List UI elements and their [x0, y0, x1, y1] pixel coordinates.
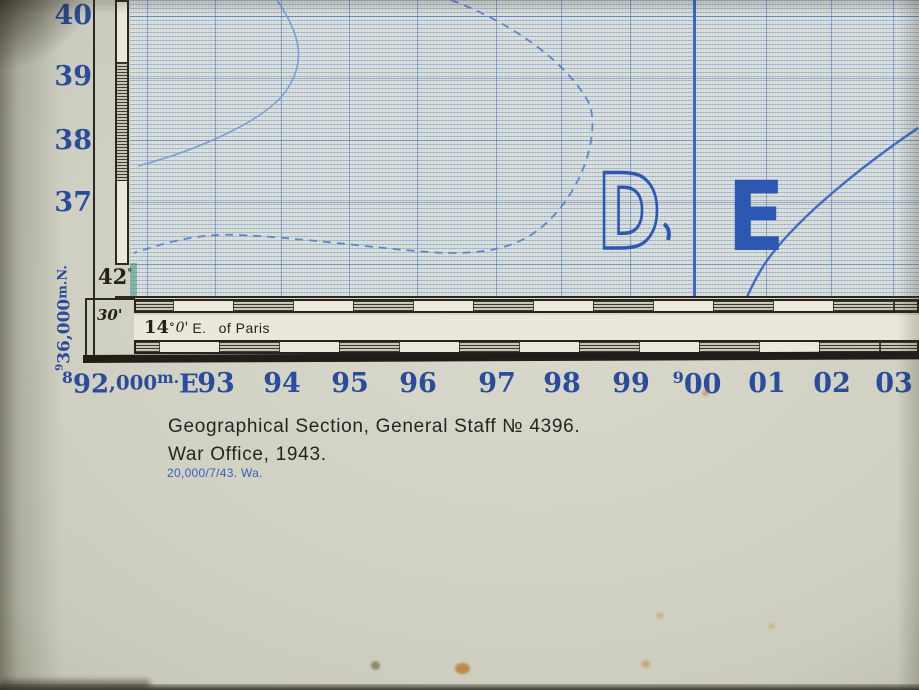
easting-labels-row: 892,000m.E 93 94 95 96 97 98 99 900 01 0…: [0, 368, 919, 404]
sea-detail-svg: D E: [133, 0, 919, 297]
northing-label: 38: [54, 125, 92, 156]
stain: [371, 661, 380, 670]
stain: [702, 390, 709, 396]
northing-label: 39: [54, 61, 92, 92]
meridian-reference: of Paris: [218, 319, 271, 336]
meridian-minutes: 0': [175, 319, 189, 336]
easting-label: 94: [263, 368, 301, 399]
neatline-bottom: [115, 296, 919, 298]
scale-bar-hatch-segment: [117, 62, 127, 181]
easting-label: 99: [612, 368, 650, 399]
stain: [641, 660, 650, 668]
imprint-line1: Geographical Section, General Staff № 43…: [168, 416, 581, 437]
northing-label: 37: [54, 187, 92, 218]
easting-hundred-label: 900: [672, 368, 722, 400]
left-border-scale-bar: [115, 0, 129, 265]
border-scale-bar-top: [134, 299, 919, 313]
easting-label: 95: [331, 368, 369, 399]
meridian-degrees: 14: [144, 317, 170, 338]
easting-label: 02: [813, 368, 851, 399]
corner-step-line: [85, 298, 135, 300]
easting-label: 97: [478, 368, 516, 399]
depth-contour-dashed: [133, 0, 594, 254]
degree-symbol: °: [169, 321, 175, 334]
degree-symbol: °: [127, 268, 133, 279]
zone-letter-d: D: [597, 153, 661, 273]
northing-label: 40: [54, 0, 92, 31]
corner-minutes-label: 30': [97, 306, 123, 324]
neatline-left: [93, 0, 95, 362]
easting-label: 98: [543, 368, 581, 399]
stain: [455, 663, 470, 674]
easting-label: 03: [875, 368, 913, 399]
stain: [768, 623, 775, 629]
photo-bottom-edge: [0, 684, 919, 690]
stain: [656, 612, 664, 619]
easting-label: 01: [748, 368, 786, 399]
sea-comma-mark: [662, 222, 671, 241]
print-code: 20,000/7/43. Wa.: [167, 466, 263, 480]
northing-origin-label: 936,000m.N.: [53, 265, 75, 371]
imprint-line2: War Office, 1943.: [168, 444, 327, 465]
depth-contour-solid: [137, 0, 300, 167]
easting-label: 96: [399, 368, 437, 399]
meridian-band: 14 ° 0' E. of Paris: [134, 315, 919, 340]
corner-latitude-label: 42°: [98, 264, 133, 289]
map-sea-area: D E: [130, 0, 919, 297]
meridian-direction: E.: [192, 319, 207, 336]
zone-letter-e: E: [727, 161, 785, 273]
easting-label: 93: [197, 368, 235, 399]
easting-origin-label: 892,000m.E: [62, 368, 199, 400]
corner-step-line: [85, 298, 87, 358]
